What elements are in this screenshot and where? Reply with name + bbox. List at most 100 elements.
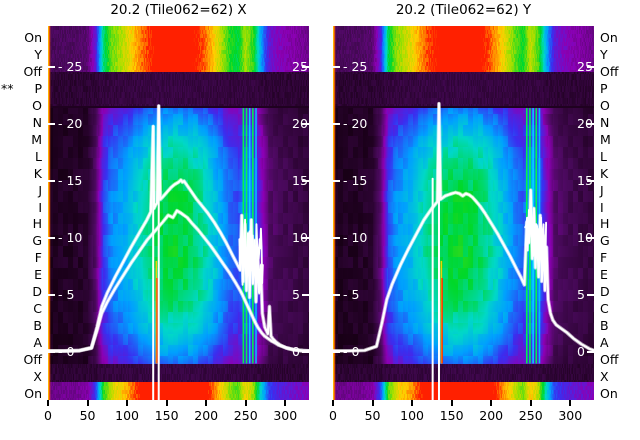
category-label-right-0: On [600,30,618,45]
x-tick-mark-left-0 [47,400,49,406]
y-tick-label-left-25: 25 [292,59,308,75]
category-label-left-6: M [31,131,42,147]
category-axis-right: On Y Off P O N M L K J I H G F E D C B A Off X On [596,26,640,400]
category-label-left-0: On [24,30,42,45]
y-tick-label-left-20: - 20 [58,116,83,132]
category-label-right-6: M [600,131,611,147]
y-tick-label-left-15: 15 [292,173,308,189]
x-tick-label-left-200: 200 [194,408,219,423]
category-label-right-14: E [600,267,608,283]
x-tick-mark-right-200 [490,400,493,406]
category-label-left-18: A [33,335,42,351]
x-tick-label-left-50: 50 [79,408,96,423]
x-tick-mark-left-50 [86,400,89,406]
category-label-left-8: K [33,165,42,181]
x-tick-label-left-300: 300 [273,408,298,423]
category-label-right-5: N [600,114,610,130]
category-label-left-15: D [32,284,42,300]
category-label-left-12: G [32,233,42,249]
x-tick-label-right-250: 250 [518,408,543,423]
x-tick-mark-left-200 [205,400,208,406]
x-tick-label-left-250: 250 [233,408,258,423]
heatmap-panel-left[interactable] [48,26,309,400]
category-label-left-20: X [33,369,42,384]
category-label-right-12: G [600,233,610,249]
y-tick-label-right-5: - 5 [343,287,360,303]
category-label-right-20: X [600,369,609,384]
x-tick-label-right-50: 50 [364,408,381,423]
category-label-left-10: I [38,199,42,215]
y-tick-label-right-0: - 0 [343,344,360,360]
x-tick-mark-right-0 [332,400,334,406]
y-tick-label-left-15: - 15 [58,173,83,189]
category-label-right-7: L [600,148,607,164]
heatmap-canvas-right-wrap [333,26,594,400]
y-tick-label-right-10: 10 [577,230,593,246]
panel-title-right: 20.2 (Tile062=62) Y [395,2,532,18]
y-tick-label-left-10: 10 [292,230,308,246]
y-tick-label-right-0: 0 [577,344,585,360]
category-label-left-16: C [33,301,42,317]
y-tick-label-right-10: - 10 [343,230,368,246]
x-tick-mark-right-250 [529,400,532,406]
heatmap-canvas-left-wrap [48,26,309,400]
category-label-right-19: Off [600,352,619,368]
x-tick-mark-left-150 [165,400,168,406]
y-tick-label-left-5: 5 [292,287,300,303]
y-tick-label-right-15: - 15 [343,173,368,189]
x-tick-mark-right-50 [371,400,374,406]
y-tick-label-right-20: - 20 [343,116,368,132]
category-label-right-15: D [600,284,610,300]
category-label-left-9: J [38,182,42,198]
category-label-right-3: P [600,80,608,96]
category-axis-left: On Y Off P ** O N M L K J I H G F E D C B A Off X On [0,26,46,400]
x-tick-mark-left-100 [126,400,129,406]
heatmap-canvas-left [48,26,309,400]
category-label-right-17: B [600,318,609,334]
x-tick-mark-right-100 [411,400,414,406]
x-tick-label-left-100: 100 [115,408,140,423]
x-tick-label-right-150: 150 [439,408,464,423]
category-label-right-4: O [600,97,610,113]
x-tick-label-left-150: 150 [154,408,179,423]
category-label-right-11: H [600,216,610,232]
category-label-right-1: Y [600,46,608,62]
category-label-left-14: E [34,267,42,283]
category-label-right-10: I [600,199,604,215]
category-label-right-16: C [600,301,609,317]
x-tick-label-right-300: 300 [558,408,583,423]
x-tick-mark-right-150 [450,400,453,406]
category-label-left-19: Off [23,352,42,368]
category-label-left-4: O [32,97,42,113]
category-label-left-13: F [34,250,42,266]
y-tick-label-left-20: 20 [292,116,308,132]
category-label-left-5: N [32,114,42,130]
y-tick-label-right-5: 5 [577,287,585,303]
category-label-left-21: On [24,385,42,401]
y-tick-label-left-5: - 5 [58,287,75,303]
heatmap-panel-right[interactable] [333,26,594,400]
category-label-left-1: Y [34,46,42,62]
x-tick-label-left-0: 0 [44,408,52,423]
y-tick-label-right-25: - 25 [343,59,368,75]
y-tick-label-left-10: - 10 [58,230,83,246]
y-tick-label-right-20: 20 [577,116,593,132]
category-label-left-2: Off [23,63,42,79]
heatmap-canvas-right [333,26,594,400]
category-marker-asterisks: ** [1,80,14,96]
x-tick-mark-left-300 [284,400,287,406]
y-tick-label-right-15: 15 [577,173,593,189]
category-label-right-21: On [600,385,618,401]
x-tick-label-right-0: 0 [329,408,337,423]
y-tick-label-left-0: 0 [292,344,300,360]
y-tick-label-right-25: 25 [577,59,593,75]
category-label-right-13: F [600,250,608,266]
y-tick-label-left-25: - 25 [58,59,83,75]
category-label-left-3: P [34,80,42,96]
y-tick-label-left-0: - 0 [58,344,75,360]
category-label-left-17: B [33,318,42,334]
category-label-left-7: L [35,148,42,164]
panel-title-left: 20.2 (Tile062=62) X [110,2,247,18]
x-tick-label-right-200: 200 [479,408,504,423]
